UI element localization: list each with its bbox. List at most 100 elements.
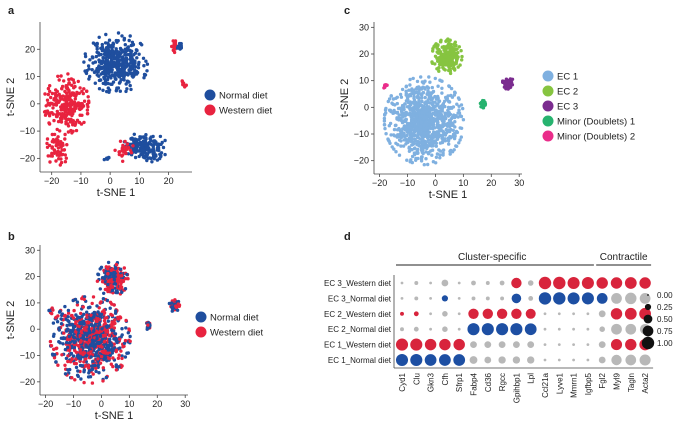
legend-label: EC 1 [557, 72, 578, 83]
data-point [54, 143, 58, 148]
data-point [429, 138, 433, 142]
data-point [441, 103, 445, 108]
data-point [407, 88, 411, 92]
data-point [85, 89, 89, 93]
dot [395, 338, 409, 351]
data-point [144, 133, 148, 137]
dot [468, 308, 479, 319]
gene-label: Mmrn1 [570, 372, 579, 397]
data-point [81, 334, 86, 338]
data-point [69, 101, 73, 106]
data-point [122, 68, 126, 73]
data-point [110, 313, 114, 317]
data-point [101, 379, 105, 383]
data-point [76, 369, 80, 373]
data-point [394, 150, 398, 154]
data-point [118, 287, 122, 291]
data-point [136, 66, 141, 70]
data-point [421, 141, 425, 145]
data-point [67, 348, 72, 353]
data-point [106, 324, 111, 328]
data-point [98, 287, 103, 291]
data-point [106, 69, 110, 74]
data-point [408, 103, 413, 107]
data-point [100, 42, 105, 47]
data-point [121, 159, 125, 163]
data-point [103, 41, 108, 45]
data-point [408, 83, 412, 87]
size-legend-label: 0.75 [657, 327, 673, 336]
data-point [388, 108, 393, 113]
data-point [388, 121, 393, 126]
data-point [454, 61, 458, 66]
data-point [115, 66, 119, 70]
row-label: EC 3_Western diet [324, 279, 392, 288]
x-tick-label: 20 [164, 176, 174, 186]
data-point [64, 356, 69, 361]
data-point [78, 334, 82, 338]
data-point [56, 119, 61, 124]
dot [598, 356, 606, 364]
data-point [62, 331, 66, 335]
points [382, 37, 515, 167]
data-point [412, 151, 417, 155]
y-tick-label: 10 [25, 72, 35, 82]
dot [557, 312, 561, 316]
data-point [126, 79, 130, 84]
data-point [122, 266, 127, 270]
data-point [149, 135, 153, 139]
data-point [424, 150, 428, 154]
data-point [417, 85, 421, 89]
data-point [63, 137, 67, 141]
dot [457, 281, 461, 285]
data-point [50, 146, 54, 150]
data-point [419, 155, 424, 159]
dot [441, 295, 448, 302]
data-point [454, 114, 458, 118]
data-point [73, 101, 77, 105]
dot [527, 280, 534, 286]
data-point [130, 66, 134, 70]
data-point [101, 350, 106, 355]
data-point [121, 143, 125, 148]
gene-label: Fgl2 [598, 372, 607, 388]
data-point [83, 364, 88, 368]
data-point [76, 79, 81, 84]
data-point [55, 137, 59, 141]
legend: Normal diet Western diet [204, 89, 273, 117]
data-point [103, 321, 107, 326]
data-point [401, 144, 406, 148]
data-point [458, 138, 462, 142]
data-point [86, 331, 90, 335]
data-point [153, 139, 157, 143]
data-point [56, 74, 60, 79]
legend-label: Western diet [219, 106, 273, 117]
data-point [441, 130, 445, 134]
data-point [420, 150, 424, 155]
data-point [430, 153, 434, 157]
data-point [107, 54, 111, 58]
data-point [122, 36, 127, 41]
data-point [431, 125, 436, 130]
data-point [52, 332, 56, 336]
data-point [77, 101, 82, 106]
data-point [67, 334, 72, 339]
data-point [123, 287, 128, 291]
data-point [93, 363, 97, 368]
data-point [403, 127, 407, 132]
data-point [457, 111, 462, 115]
data-point [91, 56, 95, 60]
data-point [48, 84, 52, 88]
data-point [87, 100, 91, 105]
data-point [418, 124, 423, 129]
x-tick-label: 10 [458, 178, 468, 188]
data-point [105, 60, 110, 64]
data-point [106, 271, 110, 276]
data-point [135, 70, 140, 75]
data-point [99, 265, 104, 269]
data-point [105, 351, 110, 355]
data-point [98, 78, 103, 82]
data-point [72, 361, 77, 366]
data-point [433, 76, 437, 81]
data-point [141, 56, 146, 60]
